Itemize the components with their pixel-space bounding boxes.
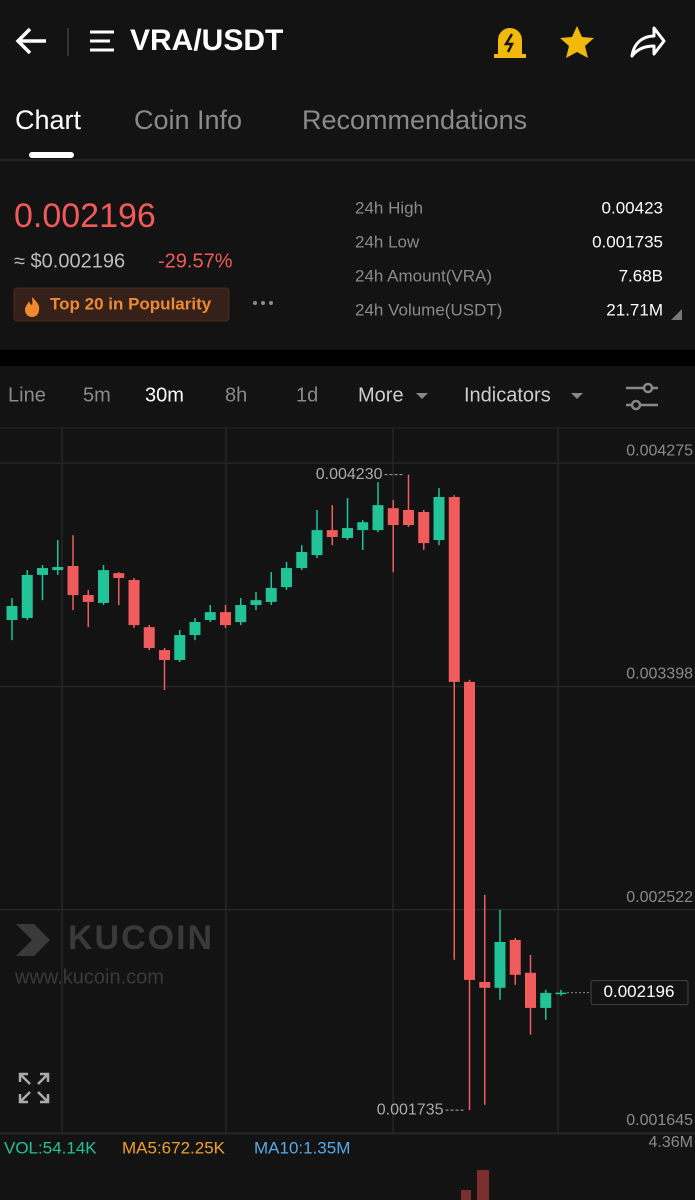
caret bbox=[416, 393, 428, 399]
candle-body bbox=[159, 650, 170, 661]
candle-body bbox=[403, 509, 414, 526]
candle-body bbox=[387, 508, 399, 526]
timeframe[interactable]: 1d bbox=[296, 384, 318, 406]
change: -29.57% bbox=[158, 250, 233, 272]
candle-body bbox=[464, 681, 475, 980]
candle-body bbox=[555, 992, 567, 995]
tab[interactable]: Recommendations bbox=[302, 105, 527, 135]
stat-label: 24h High bbox=[355, 198, 423, 217]
y-tick-label: 0.003398 bbox=[626, 666, 693, 683]
candle-body bbox=[281, 568, 292, 588]
candle-body bbox=[6, 606, 18, 621]
candle-body bbox=[296, 552, 308, 569]
volume-bar bbox=[461, 1190, 471, 1200]
last-price: 0.002196 bbox=[14, 197, 156, 235]
watermark-brand: KUCOIN bbox=[68, 919, 214, 957]
candle-body bbox=[82, 595, 94, 602]
back-button[interactable] bbox=[15, 27, 46, 55]
candle-body bbox=[67, 566, 79, 596]
stat-label: 24h Volume(USDT) bbox=[355, 300, 502, 319]
stat-value: 0.001735 bbox=[592, 232, 663, 251]
candle-body bbox=[174, 635, 186, 661]
watermark-url: www.kucoin.com bbox=[14, 966, 164, 988]
candle-body bbox=[448, 496, 460, 682]
alert-icon[interactable] bbox=[494, 28, 526, 58]
stat-label: 24h Low bbox=[355, 232, 420, 251]
flame-icon bbox=[25, 297, 40, 317]
candle-body bbox=[98, 570, 109, 603]
tab[interactable]: Chart bbox=[15, 105, 82, 135]
candle-body bbox=[357, 522, 369, 531]
candle-body bbox=[433, 496, 445, 541]
candle-body bbox=[326, 530, 338, 537]
candle-body bbox=[21, 574, 33, 618]
candle-body bbox=[372, 505, 384, 531]
ma10-label: MA10:1.35M bbox=[254, 1138, 350, 1157]
usd-price: ≈ $0.002196 bbox=[14, 250, 125, 272]
stat-label: 24h Amount(VRA) bbox=[355, 266, 492, 285]
stat-value: 21.71M bbox=[606, 300, 663, 319]
candle-body bbox=[509, 939, 521, 975]
menu-icon[interactable] bbox=[90, 30, 114, 52]
pair-title: VRA/USDT bbox=[130, 24, 283, 57]
ma5-label: MA5:672.25K bbox=[122, 1138, 226, 1157]
watermark-logo bbox=[16, 924, 50, 956]
share-icon[interactable] bbox=[630, 26, 666, 58]
corner-triangle bbox=[671, 309, 682, 320]
candle-body bbox=[52, 567, 64, 571]
fullscreen-icon[interactable] bbox=[18, 1072, 50, 1104]
vol-max: 4.36M bbox=[649, 1134, 693, 1151]
timeframe[interactable]: More bbox=[358, 384, 404, 406]
timeframe[interactable]: 8h bbox=[225, 384, 247, 406]
vol-label: VOL:54.14K bbox=[4, 1138, 97, 1157]
candle-body bbox=[204, 612, 216, 621]
timeframe[interactable]: 5m bbox=[83, 384, 111, 406]
tab-indicator bbox=[29, 152, 74, 158]
candle-body bbox=[37, 568, 48, 575]
candle-body bbox=[143, 627, 155, 649]
candle-body bbox=[220, 612, 231, 626]
stat-value: 0.00423 bbox=[602, 198, 663, 217]
candle-body bbox=[525, 972, 536, 1008]
timeframe[interactable]: Line bbox=[8, 384, 46, 406]
candle-body bbox=[235, 604, 247, 623]
candle-body bbox=[250, 600, 262, 605]
band bbox=[0, 350, 695, 366]
stat-value: 7.68B bbox=[619, 266, 663, 285]
tab[interactable]: Coin Info bbox=[134, 105, 242, 135]
candle-body bbox=[128, 580, 140, 626]
candle-body bbox=[479, 981, 491, 988]
favorite-star[interactable] bbox=[560, 26, 594, 58]
more-dots[interactable] bbox=[253, 301, 273, 305]
candle-body bbox=[418, 512, 430, 544]
last-price-box bbox=[590, 980, 689, 1006]
timeframe[interactable]: 30m bbox=[145, 384, 184, 406]
vertical-grid bbox=[61, 428, 559, 1133]
high-annotation: 0.004230 bbox=[316, 466, 383, 483]
badge[interactable] bbox=[13, 287, 230, 322]
candle-body bbox=[494, 941, 506, 988]
y-tick-label: 0.001645 bbox=[626, 1112, 693, 1129]
badge-text: Top 20 in Popularity bbox=[50, 294, 212, 313]
candle-body bbox=[311, 530, 323, 556]
volume-bar bbox=[477, 1170, 489, 1200]
low-annotation: 0.001735 bbox=[377, 1101, 444, 1118]
timeframe[interactable]: Indicators bbox=[464, 384, 551, 406]
y-tick-label: 0.002522 bbox=[626, 889, 693, 906]
candle-body bbox=[540, 992, 552, 1008]
candle-body bbox=[265, 587, 277, 602]
caret bbox=[571, 393, 583, 399]
candle-body bbox=[342, 528, 353, 538]
candle-body bbox=[189, 622, 201, 636]
y-tick-label: 0.004275 bbox=[626, 442, 693, 459]
settings-icon[interactable] bbox=[626, 382, 658, 411]
last-price-label: 0.002196 bbox=[604, 982, 675, 1001]
candle-body bbox=[113, 573, 125, 578]
